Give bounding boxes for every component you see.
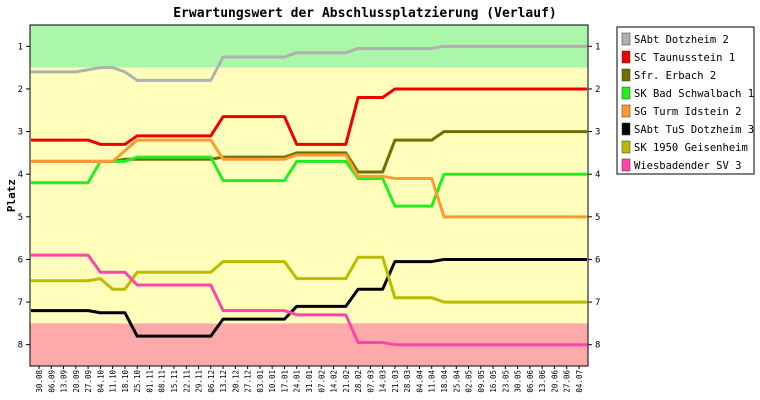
x-tick-label: 14.02: [330, 370, 339, 393]
x-tick-label: 25.10: [133, 370, 142, 393]
x-tick-label: 01.11: [145, 370, 154, 393]
x-tick-label: 20.06: [550, 370, 559, 393]
x-tick-label: 22.11: [182, 370, 191, 393]
x-tick-label: 28.02: [354, 370, 363, 393]
legend-label: SAbt Dotzheim 2: [634, 34, 729, 46]
y-tick-label-left: 6: [18, 255, 23, 265]
x-tick-label: 30.05: [514, 370, 523, 393]
y-axis-left: 1 2 3 4 5 6 7 8: [18, 42, 30, 351]
series-line-5: [31, 138, 587, 219]
y-axis-right: 1 2 3 4 5 6 7 8: [588, 42, 600, 351]
x-tick-label: 17.01: [280, 370, 289, 393]
series-line-2: [31, 87, 587, 146]
x-tick-label: 21.03: [391, 370, 400, 393]
x-tick-label: 13.12: [219, 370, 228, 393]
x-tick-label: 28.03: [403, 370, 412, 393]
x-tick-label: 18.10: [121, 370, 130, 393]
x-tick-label: 07.02: [317, 370, 326, 393]
x-tick-label: 25.04: [452, 370, 461, 393]
x-tick-label: 03.01: [256, 370, 265, 393]
x-tick-label: 24.01: [293, 370, 302, 393]
y-tick-label-right: 7: [595, 298, 600, 308]
x-tick-label: 29.11: [195, 370, 204, 393]
x-tick-label: 23.05: [501, 370, 510, 393]
x-tick-label: 13.09: [60, 370, 69, 393]
x-tick-label: 06.09: [47, 370, 56, 393]
legend-swatch: [621, 104, 631, 118]
x-tick-label: 04.04: [415, 370, 424, 393]
legend-label: SG Turm Idstein 2: [634, 106, 741, 118]
x-tick-label: 27.09: [84, 370, 93, 393]
x-tick-label: 04.07: [575, 370, 584, 393]
x-tick-label: 09.05: [477, 370, 486, 393]
x-tick-label: 06.12: [207, 370, 216, 393]
x-tick-label: 16.05: [489, 370, 498, 393]
legend-label: Sfr. Erbach 2: [634, 70, 716, 82]
legend-swatch: [621, 68, 631, 82]
x-tick-label: 20.09: [72, 370, 81, 393]
y-tick-label-left: 1: [18, 42, 23, 52]
x-tick-label: 11.10: [109, 370, 118, 393]
x-tick-label: 27.12: [244, 370, 253, 393]
x-tick-label: 08.11: [158, 370, 167, 393]
chart-title: Erwartungswert der Abschlussplatzierung …: [173, 6, 557, 21]
y-tick-label-left: 8: [18, 341, 23, 351]
x-tick-label: 18.04: [440, 370, 449, 393]
legend-swatch: [621, 140, 631, 154]
legend-label: SAbt TuS Dotzheim 3: [634, 124, 754, 136]
x-tick-label: 04.10: [96, 370, 105, 393]
legend-label: SK Bad Schwalbach 1: [634, 88, 754, 100]
y-tick-label-right: 3: [595, 128, 600, 138]
y-tick-label-right: 5: [595, 213, 600, 223]
x-axis: 30.08 06.09 13.09 20.09 27.09 04.10 11.10 18.10…: [35, 366, 584, 393]
x-tick-label: 21.02: [342, 370, 351, 393]
legend-label: SK 1950 Geisenheim: [634, 142, 748, 154]
legend-swatch: [621, 32, 631, 46]
series-line-8: [31, 253, 587, 347]
y-tick-label-left: 2: [18, 85, 23, 95]
x-tick-label: 13.06: [538, 370, 547, 393]
series-line-7: [31, 255, 587, 304]
series-lines: [31, 44, 587, 347]
y-tick-label-right: 2: [595, 85, 600, 95]
x-tick-label: 27.06: [563, 370, 572, 393]
series-line-4: [31, 155, 587, 208]
legend-swatch: [621, 122, 631, 136]
x-tick-label: 30.08: [35, 370, 44, 393]
x-tick-label: 06.06: [526, 370, 535, 393]
y-tick-label-right: 8: [595, 341, 600, 351]
x-tick-label: 02.05: [465, 370, 474, 393]
x-tick-label: 20.12: [231, 370, 240, 393]
legend-label: Wiesbadender SV 3: [634, 160, 741, 172]
y-tick-label-left: 4: [18, 170, 23, 180]
series-line-1: [31, 44, 587, 82]
x-tick-label: 11.04: [428, 370, 437, 393]
y-tick-label-left: 5: [18, 213, 23, 223]
y-tick-label-left: 7: [18, 298, 23, 308]
x-tick-label: 10.01: [268, 370, 277, 393]
y-tick-label-right: 4: [595, 170, 600, 180]
legend-label: SC Taunusstein 1: [634, 52, 735, 64]
y-tick-label-right: 6: [595, 255, 600, 265]
y-axis-label: Platz: [5, 179, 18, 212]
y-tick-label-right: 1: [595, 42, 600, 52]
x-tick-label: 14.03: [379, 370, 388, 393]
legend-swatch: [621, 50, 631, 64]
legend-box: [616, 26, 755, 175]
rank-band-2: [30, 67, 588, 324]
y-tick-label-left: 3: [18, 128, 23, 138]
legend-swatch: [621, 158, 631, 172]
x-tick-label: 31.01: [305, 370, 314, 393]
legend: SAbt Dotzheim 2 SC Taunusstein 1 Sfr. Erba…: [616, 26, 755, 175]
x-tick-label: 15.11: [170, 370, 179, 393]
legend-swatch: [621, 86, 631, 100]
rank-bands: [30, 25, 588, 366]
x-tick-label: 07.03: [366, 370, 375, 393]
series-line-6: [31, 257, 587, 338]
